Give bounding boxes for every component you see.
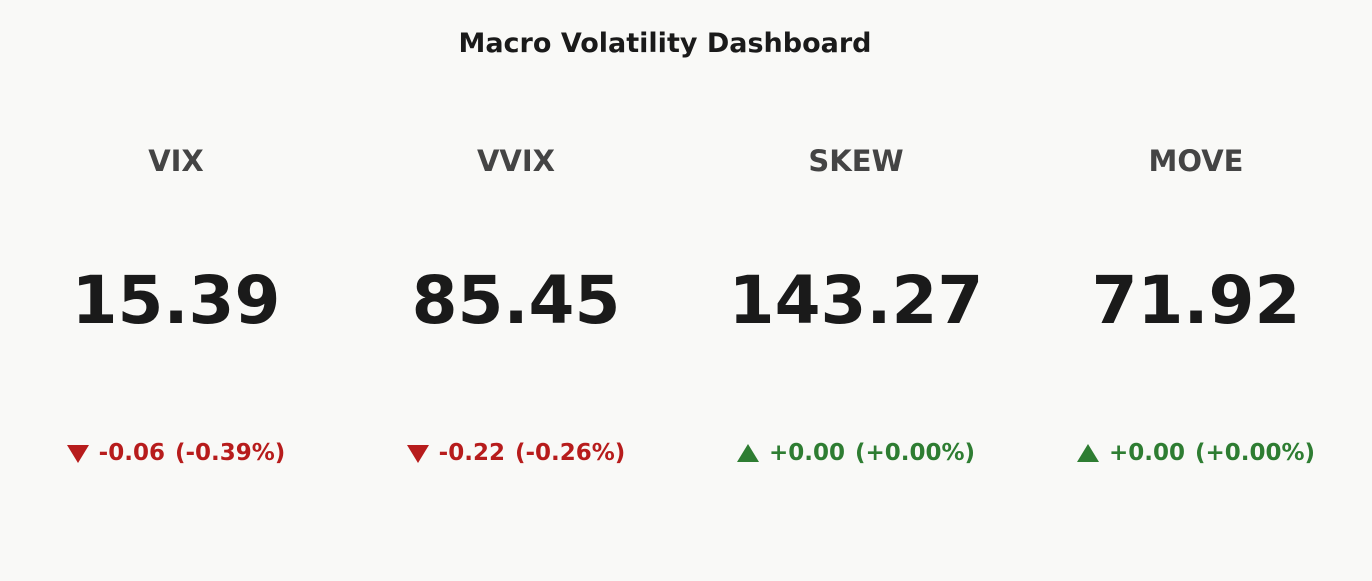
direction-arrow <box>736 444 759 462</box>
arrow-shape <box>1076 444 1099 462</box>
change-value: -0.22 <box>438 440 505 466</box>
change-percent: (+0.00%) <box>854 440 976 466</box>
arrow-shape <box>406 445 429 463</box>
indicator-value: 85.45 <box>411 262 621 339</box>
indicator-card: MOVE 71.92 +0.00 (+0.00%) <box>1026 0 1366 581</box>
dashboard-title: Macro Volatility Dashboard <box>458 28 872 59</box>
change-value: -0.06 <box>98 440 165 466</box>
arrow-shape <box>66 445 89 463</box>
indicator-value: 15.39 <box>71 262 281 339</box>
indicator-card: VVIX 85.45 -0.22 (-0.26%) <box>346 0 686 581</box>
indicator-card: SKEW 143.27 +0.00 (+0.00%) <box>686 0 1026 581</box>
indicator-change: -0.06 (-0.39%) <box>6 440 346 466</box>
indicator-row: VIX 15.39 -0.06 (-0.39%) VVIX 85.45 -0.22 (-0.2… <box>6 0 1366 581</box>
indicator-change: +0.00 (+0.00%) <box>686 440 1026 466</box>
arrow-shape <box>736 444 759 462</box>
direction-arrow <box>1076 444 1099 462</box>
direction-arrow <box>66 445 89 463</box>
change-value: +0.00 <box>1108 440 1185 466</box>
indicator-value: 71.92 <box>1091 262 1301 339</box>
change-percent: (-0.26%) <box>514 440 626 466</box>
indicator-card: VIX 15.39 -0.06 (-0.39%) <box>6 0 346 581</box>
direction-arrow <box>406 445 429 463</box>
indicator-name: MOVE <box>1148 144 1244 178</box>
change-percent: (+0.00%) <box>1194 440 1316 466</box>
change-percent: (-0.39%) <box>174 440 286 466</box>
indicator-name: VIX <box>148 144 204 178</box>
indicator-value: 143.27 <box>728 262 984 339</box>
indicator-change: +0.00 (+0.00%) <box>1026 440 1366 466</box>
indicator-name: VVIX <box>476 144 556 178</box>
indicator-name: SKEW <box>808 144 904 178</box>
change-value: +0.00 <box>768 440 845 466</box>
indicator-change: -0.22 (-0.26%) <box>346 440 686 466</box>
